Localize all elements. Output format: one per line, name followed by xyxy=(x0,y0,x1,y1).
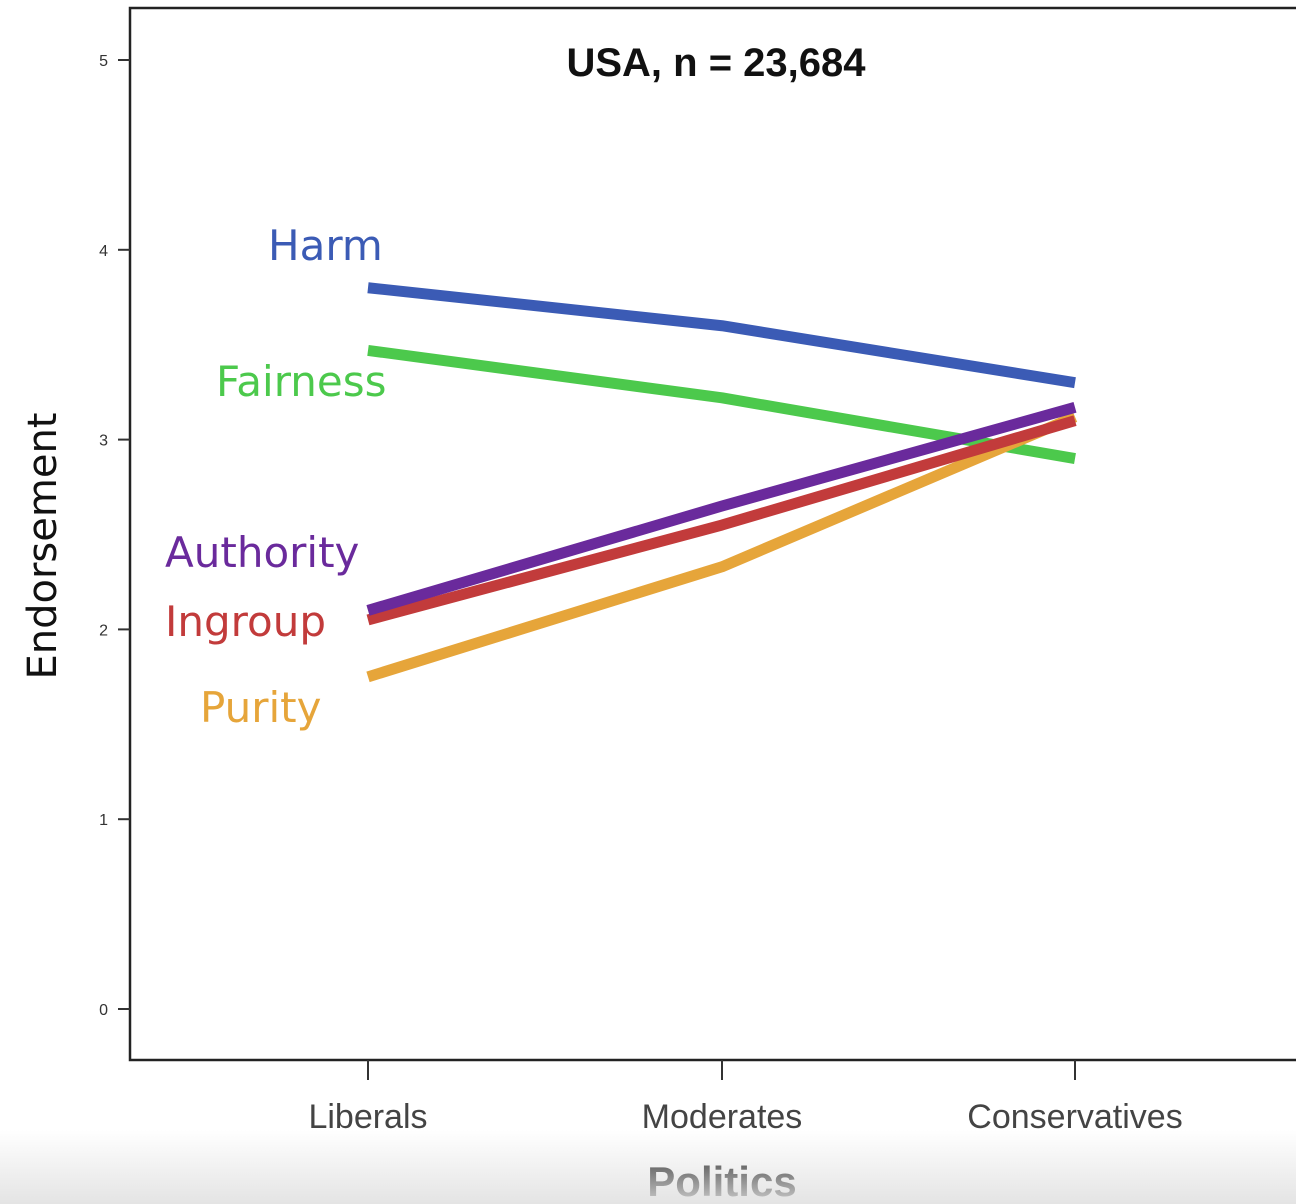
y-tick-label: 3 xyxy=(99,433,108,450)
series-label-authority: Authority xyxy=(165,528,359,577)
x-tick-label: Conservatives xyxy=(967,1098,1182,1136)
y-tick-label: 4 xyxy=(99,243,108,260)
series-labels: Harm Fairness Purity Ingroup Authority xyxy=(165,221,386,732)
series-label-harm: Harm xyxy=(268,221,383,270)
series-line-harm xyxy=(367,282,1076,389)
x-tick-label: Liberals xyxy=(308,1098,427,1136)
y-tick-label: 1 xyxy=(99,812,108,829)
y-tick-label: 0 xyxy=(99,1002,108,1019)
series-line-ingroup xyxy=(366,415,1077,626)
series-label-purity: Purity xyxy=(200,683,321,732)
x-tick-label: Moderates xyxy=(642,1098,803,1136)
series-label-ingroup: Ingroup xyxy=(165,597,326,646)
series-line-purity xyxy=(366,411,1078,683)
y-tick-label: 5 xyxy=(99,53,108,70)
chart-title: USA, n = 23,684 xyxy=(566,41,866,85)
series-lines xyxy=(366,282,1078,683)
y-tick-label: 2 xyxy=(99,622,108,639)
series-label-fairness: Fairness xyxy=(216,357,386,406)
plot-frame xyxy=(128,6,1296,1062)
series-line-authority xyxy=(366,402,1077,616)
axes: 0 1 2 3 4 5 Liberals Moderates Conservatives xyxy=(99,6,1296,1136)
y-axis-label: Endorsement xyxy=(20,413,66,680)
x-axis-label: Politics xyxy=(647,1158,796,1204)
